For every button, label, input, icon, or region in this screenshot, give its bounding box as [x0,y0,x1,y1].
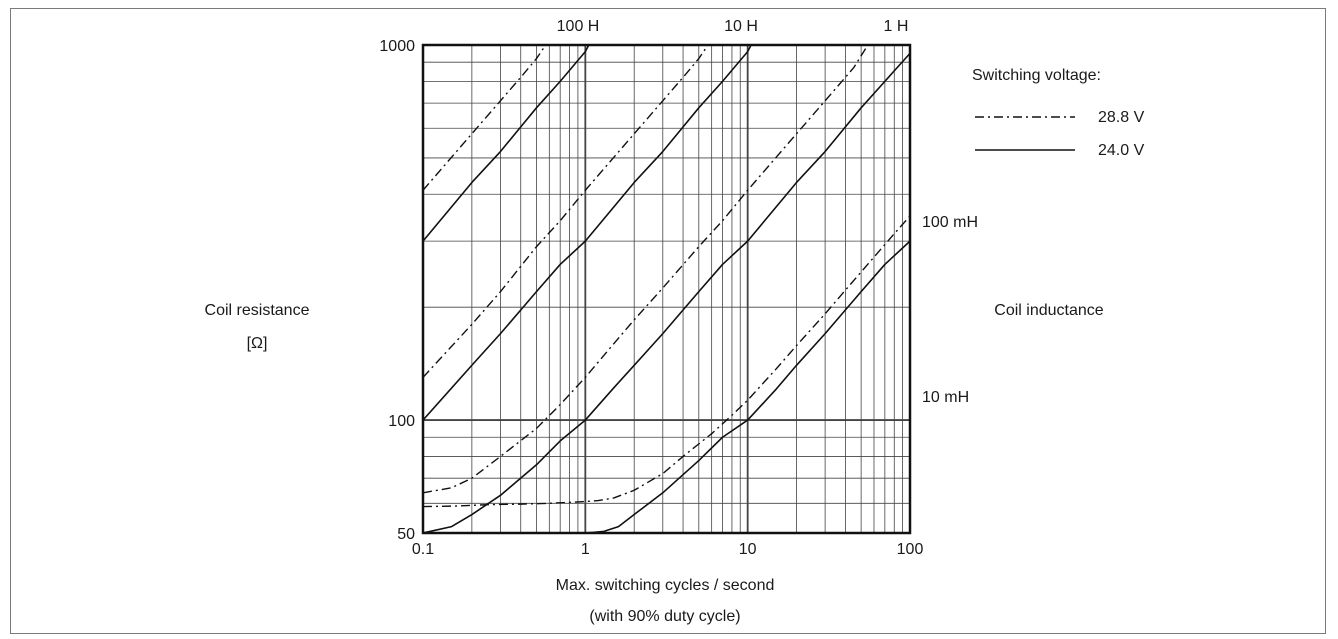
legend: Switching voltage: 28.8 V 24.0 V [972,67,1145,159]
series-line-1h-24v [423,45,752,421]
legend-label-28-8v: 28.8 V [1098,109,1145,126]
series-line-10h-24v [423,52,910,533]
legend-label-24v: 24.0 V [1098,142,1145,159]
inductance-label: 100 mH [922,214,978,231]
y-axis-label: Coil resistance [205,302,310,319]
y-axis-unit: [Ω] [247,335,268,352]
x-axis-label: Max. switching cycles / second [556,577,775,594]
inductance-label: 10 mH [922,389,969,406]
y-tick-label: 1000 [379,38,415,55]
right-axis-label: Coil inductance [994,302,1104,319]
y-tick-label: 100 [388,413,415,430]
chart-frame [10,8,1326,634]
legend-title: Switching voltage: [972,67,1101,84]
x-axis-note: (with 90% duty cycle) [589,608,740,625]
x-tick-label: 10 [739,541,757,558]
series-line-100mh-24v [423,45,590,242]
inductance-label: 100 H [557,18,600,35]
grid-layer [423,45,910,533]
x-tick-label: 100 [897,541,924,558]
x-tick-label: 0.1 [412,541,434,558]
inductance-label-layer: 100 H 10 H 1 H 100 mH 10 mH [557,18,978,406]
series-line-100h-28-8v [423,215,910,508]
series-line-10h-28-8v [423,45,869,494]
tick-label-layer: 0.1 1 10 100 50 100 1000 [379,38,923,558]
series-line-100mh-28-8v [423,45,547,191]
plot-border [421,43,912,535]
series-line-100h-24v [423,240,910,533]
y-tick-label: 50 [397,526,415,543]
inductance-label: 1 H [884,18,909,35]
series-layer [423,45,910,533]
inductance-label: 10 H [724,18,758,35]
series-line-1h-28-8v [423,45,709,378]
x-tick-label: 1 [581,541,590,558]
